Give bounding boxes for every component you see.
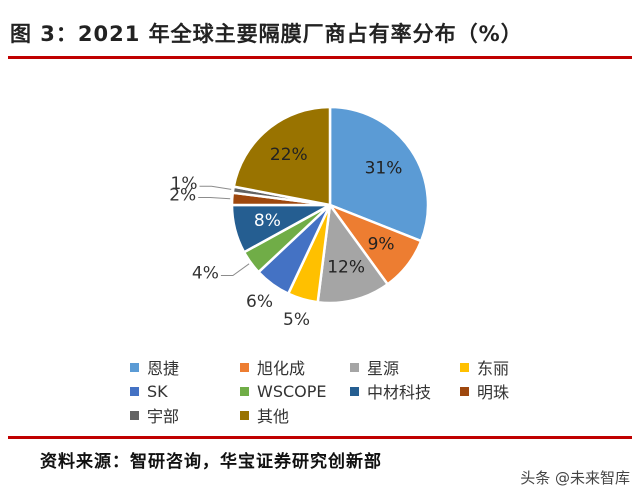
source-note: 资料来源：智研咨询，华宝证券研究创新部 [40, 452, 382, 472]
legend-item-8: 宇部 [130, 404, 240, 426]
legend-item-1: 旭化成 [240, 356, 350, 378]
chart-title: 图 3：2021 年全球主要隔膜厂商占有率分布（%） [10, 22, 523, 46]
legend-label: 宇部 [147, 407, 180, 426]
title-divider [8, 56, 632, 59]
pie-labels: 31% 9%12% 5% 6% 4% 8% 2%1% 22% [169, 145, 402, 330]
pie-leader-line-5 [220, 263, 250, 276]
pie-slice-0 [328, 105, 430, 243]
legend-item-6: 中材科技 [350, 380, 460, 402]
pie-label-9: 22% [270, 145, 308, 165]
pie-label-4: 6% [246, 292, 273, 312]
legend-label: 东丽 [477, 359, 510, 378]
legend-swatch [350, 362, 359, 372]
pie-label-7: 2% [169, 186, 196, 206]
legend-label: 中材科技 [367, 383, 432, 402]
pie-label-0: 31% [365, 159, 403, 179]
legend-swatch [240, 362, 249, 372]
legend-label: 其他 [257, 407, 290, 426]
pie-slice-2 [316, 201, 390, 305]
pie-leader-line-7 [198, 197, 231, 200]
legend-item-4: SK [130, 380, 240, 402]
legend-label: 旭化成 [257, 359, 306, 378]
legend-label: 星源 [367, 359, 400, 378]
source-divider [8, 436, 632, 439]
legend-swatch [130, 362, 139, 372]
pie-label-3: 5% [283, 310, 310, 330]
pie-label-1: 9% [368, 235, 395, 255]
legend-swatch [460, 386, 469, 396]
legend-swatch [350, 386, 359, 396]
pie-label-6: 8% [254, 211, 281, 231]
chart-legend: 恩捷 旭化成 星源 东丽 SK WSCOPE 中材科技 明珠宇部 其他 [130, 356, 550, 426]
legend-label: 恩捷 [147, 359, 180, 378]
pie-chart: 31% 9%12% 5% 6% 4% 8% 2%1% 22% [169, 105, 430, 330]
legend-label: WSCOPE [257, 381, 327, 401]
pie-label-5: 4% [192, 264, 219, 284]
legend-item-7: 明珠 [460, 380, 550, 402]
legend-label: 明珠 [477, 383, 510, 402]
legend-swatch [240, 386, 249, 396]
legend-item-9: 其他 [240, 404, 350, 426]
legend-label: SK [147, 381, 168, 401]
legend-item-3: 东丽 [460, 356, 550, 378]
pie-slice-9 [232, 105, 332, 207]
legend-item-0: 恩捷 [130, 356, 240, 378]
pie-label-8: 1% [171, 174, 198, 194]
legend-swatch [460, 362, 469, 372]
legend-item-5: WSCOPE [240, 380, 350, 402]
legend-swatch [130, 410, 139, 420]
pie-leader-line-8 [199, 185, 232, 190]
legend-item-2: 星源 [350, 356, 460, 378]
pie-label-2: 12% [327, 258, 365, 278]
watermark: 头条 @未来智库 [520, 469, 630, 487]
pie-slices [230, 105, 430, 305]
legend-swatch [130, 386, 139, 396]
legend-swatch [240, 410, 249, 420]
